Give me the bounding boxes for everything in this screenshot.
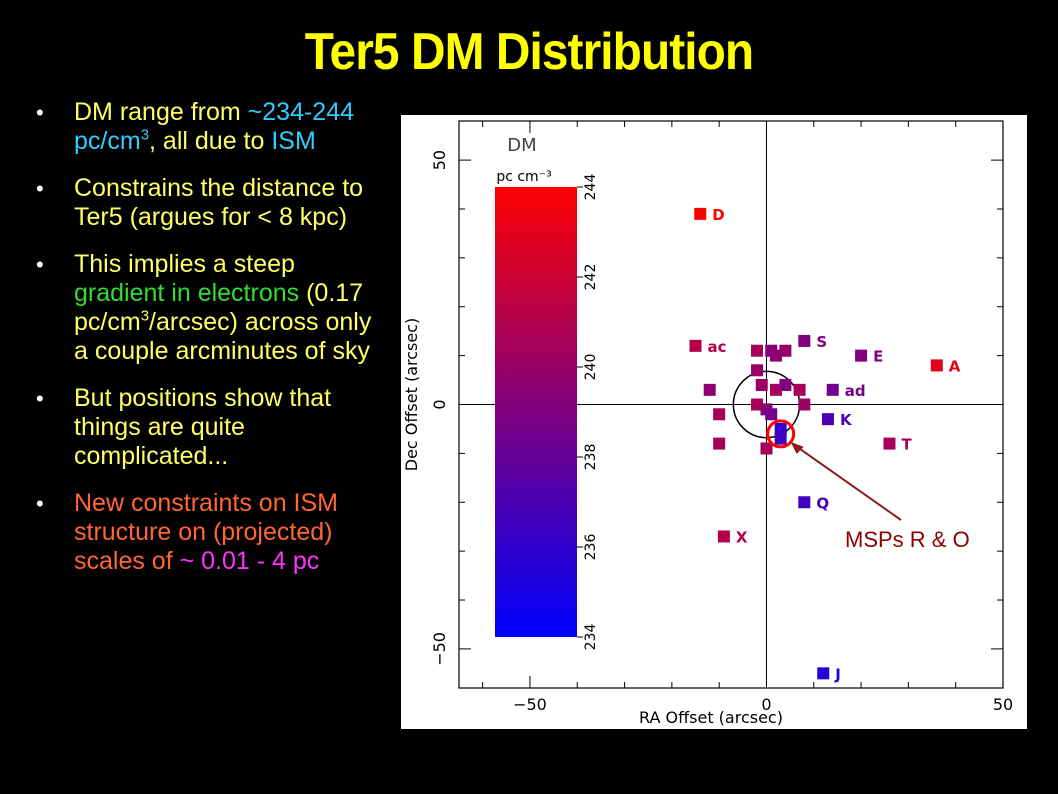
- data-point: [765, 408, 778, 421]
- y-tick-label: 50: [430, 150, 449, 170]
- bullet-dot: •: [36, 176, 44, 201]
- bullet-text: /arcsec) across only a couple arcminutes…: [74, 308, 372, 365]
- bullet-text: Constrains the distance to Ter5 (argues …: [74, 174, 364, 231]
- data-point: [755, 378, 768, 391]
- data-point: [689, 339, 702, 352]
- data-point: [769, 383, 782, 396]
- annotation-arrow-line: [792, 443, 902, 521]
- data-point-label: A: [949, 357, 961, 375]
- bullet-text: This implies a steep: [74, 250, 295, 278]
- data-point: [760, 442, 773, 455]
- bullet-text: ~234-244: [247, 98, 355, 126]
- data-point: [821, 413, 834, 426]
- data-point: [774, 432, 787, 445]
- y-axis-label: Dec Offset (arcsec): [402, 318, 421, 472]
- bullet-dot: •: [36, 100, 44, 125]
- data-point-label: ac: [708, 338, 727, 356]
- data-point-label: D: [712, 206, 724, 224]
- bullet-item: • But positions show that things are quit…: [30, 384, 380, 471]
- bullet-text: , all due to: [149, 127, 272, 155]
- bullet-dot: •: [36, 386, 44, 411]
- data-point-label: Q: [816, 494, 829, 512]
- data-point-label: ad: [845, 382, 866, 400]
- bullet-text: 3: [140, 126, 150, 144]
- data-point: [793, 383, 806, 396]
- bullet-text: ~ 0.01 - 4 pc: [179, 547, 320, 575]
- data-point: [751, 398, 764, 411]
- annotation-arrow-head: [790, 441, 804, 454]
- data-point: [826, 383, 839, 396]
- colorbar-tick-label: 244: [583, 174, 599, 201]
- x-tick-label: −50: [513, 695, 547, 714]
- bullet-item: • Constrains the distance to Ter5 (argues…: [30, 174, 380, 232]
- highlight-circle: [766, 419, 796, 449]
- data-point: [713, 408, 726, 421]
- msp-annotation-label: MSPs R & O: [845, 527, 970, 552]
- data-point: [779, 378, 792, 391]
- colorbar-tick-label: 236: [583, 534, 599, 561]
- data-point: [717, 530, 730, 543]
- colorbar-unit: pc cm⁻³: [496, 169, 551, 185]
- bullet-text: (0.17 pc/cm: [74, 279, 364, 336]
- x-axis-label: RA Offset (arcsec): [639, 708, 783, 727]
- data-point: [694, 207, 707, 220]
- colorbar-title: DM: [507, 135, 536, 156]
- data-point: [817, 667, 830, 680]
- colorbar-tick-label: 240: [583, 354, 599, 381]
- data-point: [883, 437, 896, 450]
- data-point-label: T: [901, 436, 912, 454]
- y-tick-label: −50: [430, 632, 449, 666]
- bullet-text: But positions show that things are quite…: [74, 384, 332, 470]
- colorbar-tick-label: 234: [583, 624, 599, 651]
- x-tick-label: 50: [993, 695, 1013, 714]
- bullet-text: 3: [140, 307, 150, 325]
- chart-panel: −50 0 50 −50 0 50 RA Offset (arcsec) Dec Offset…: [401, 115, 1027, 729]
- dm-scatter-chart: −50 0 50 −50 0 50 RA Offset (arcsec) Dec Offset…: [402, 120, 1013, 727]
- data-point: [798, 398, 811, 411]
- data-point-label: K: [840, 411, 853, 429]
- data-point: [798, 496, 811, 509]
- x-tick-label: 0: [761, 695, 771, 714]
- data-point: [774, 422, 787, 435]
- bullet-text: pc/cm: [74, 127, 141, 155]
- bullet-item: • New constraints on ISM structure on (pr…: [30, 489, 380, 576]
- data-point: [855, 349, 868, 362]
- bullet-list: • DM range from ~234-244 pc/cm3, all due …: [30, 98, 380, 594]
- data-point: [769, 349, 782, 362]
- bullet-text: New constraints on ISM structure on (pro…: [74, 489, 338, 575]
- colorbar-tick-label: 242: [583, 264, 599, 291]
- data-point-label: S: [816, 333, 827, 351]
- bullet-item: • DM range from ~234-244 pc/cm3, all due …: [30, 98, 380, 156]
- data-point: [779, 344, 792, 357]
- data-point: [798, 334, 811, 347]
- slide-title: Ter5 DM Distribution: [304, 23, 754, 81]
- bullet-text: ISM: [271, 127, 316, 155]
- y-tick-label: 0: [430, 399, 449, 409]
- data-point: [703, 383, 716, 396]
- bullet-text: gradient in electrons: [74, 279, 300, 307]
- colorbar-tick-label: 238: [583, 444, 599, 471]
- bullet-dot: •: [36, 491, 44, 516]
- colorbar: [495, 187, 577, 637]
- data-point: [713, 437, 726, 450]
- bullet-text: DM range from: [74, 98, 248, 126]
- data-point: [930, 359, 943, 372]
- data-point: [751, 364, 764, 377]
- bullet-item: • This implies a steep gradient in electr…: [30, 250, 380, 366]
- data-point-label: X: [736, 528, 748, 546]
- data-point-label: E: [873, 348, 883, 366]
- bullet-dot: •: [36, 252, 44, 277]
- data-point: [751, 344, 764, 357]
- data-point-label: J: [834, 665, 841, 683]
